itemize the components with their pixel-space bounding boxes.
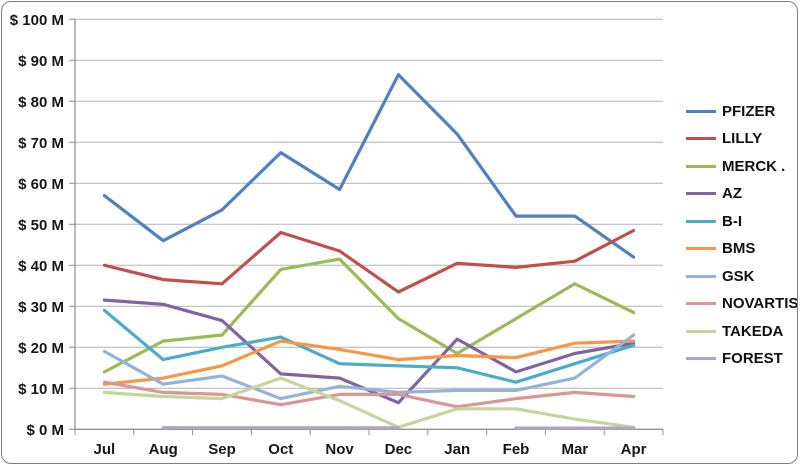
x-tick-label: Jan — [444, 441, 470, 458]
y-tick-label: $ 10 M — [18, 381, 64, 398]
legend-label: MERCK . — [722, 157, 786, 175]
y-tick-label: $ 90 M — [18, 53, 64, 70]
x-tick-label: Aug — [149, 441, 178, 458]
legend-item-az: AZ — [686, 184, 742, 204]
y-tick-label: $ 70 M — [18, 135, 64, 152]
legend-label: NOVARTIS — [722, 295, 798, 312]
legend-item-b-i: B-I — [686, 211, 742, 231]
legend-swatch-novartis — [686, 302, 716, 305]
legend-label: LILLY — [722, 130, 763, 147]
legend-item-novartis: NOVARTIS — [686, 294, 798, 314]
legend-swatch-gsk — [686, 274, 716, 278]
y-tick-label: $ 50 M — [18, 217, 64, 234]
legend-swatch-merck — [686, 164, 716, 168]
legend-swatch-pfizer — [686, 109, 716, 113]
y-tick-label: $ 60 M — [18, 176, 64, 193]
legend-label: PFIZER — [722, 102, 776, 120]
legend-item-pfizer: PFIZER — [686, 101, 775, 121]
x-tick-label: Feb — [503, 441, 530, 458]
x-tick-label: Mar — [561, 441, 588, 458]
x-tick-label: Jul — [94, 441, 116, 458]
legend-item-takeda: TAKEDA — [686, 321, 783, 341]
y-tick-label: $ 20 M — [18, 340, 64, 357]
y-tick-label: $ 40 M — [18, 258, 64, 275]
legend-item-lilly: LILLY — [686, 129, 762, 149]
legend-label: TAKEDA — [722, 322, 784, 340]
legend-swatch-lilly — [686, 137, 716, 140]
legend-swatch-b-i — [686, 219, 716, 223]
series-line-merck — [102, 257, 636, 374]
legend-swatch-bms — [686, 247, 716, 250]
legend-swatch-az — [686, 192, 716, 195]
legend-label: B-I — [722, 212, 742, 230]
legend-item-gsk: GSK — [686, 266, 755, 286]
y-tick-label: $ 0 M — [26, 422, 64, 439]
legend-swatch-takeda — [686, 329, 716, 333]
legend-label: BMS — [722, 240, 756, 257]
legend-label: AZ — [722, 185, 742, 202]
series-line-pfizer — [102, 73, 636, 259]
series-line-b-i — [102, 308, 636, 384]
legend-item-bms: BMS — [686, 239, 755, 259]
x-tick-label: Apr — [621, 441, 647, 458]
y-tick-label: $ 100 M — [10, 12, 64, 29]
series-line-gsk — [102, 333, 636, 401]
x-tick-label: Dec — [385, 441, 413, 458]
x-tick-label: Oct — [268, 441, 293, 458]
legend-item-merck: MERCK . — [686, 156, 785, 176]
legend-label: FOREST — [722, 350, 783, 367]
legend-label: GSK — [722, 267, 755, 285]
legend-item-forest: FOREST — [686, 349, 783, 369]
y-tick-label: $ 80 M — [18, 94, 64, 111]
x-tick-label: Nov — [325, 441, 354, 458]
series-line-takeda — [102, 376, 636, 429]
series-line-az — [102, 298, 636, 405]
x-tick-label: Sep — [208, 441, 236, 458]
series-line-novartis — [102, 380, 636, 409]
y-tick-label: $ 30 M — [18, 299, 64, 316]
series-line-lilly — [102, 228, 636, 294]
legend-swatch-forest — [686, 357, 716, 360]
series-line-bms — [102, 339, 636, 386]
